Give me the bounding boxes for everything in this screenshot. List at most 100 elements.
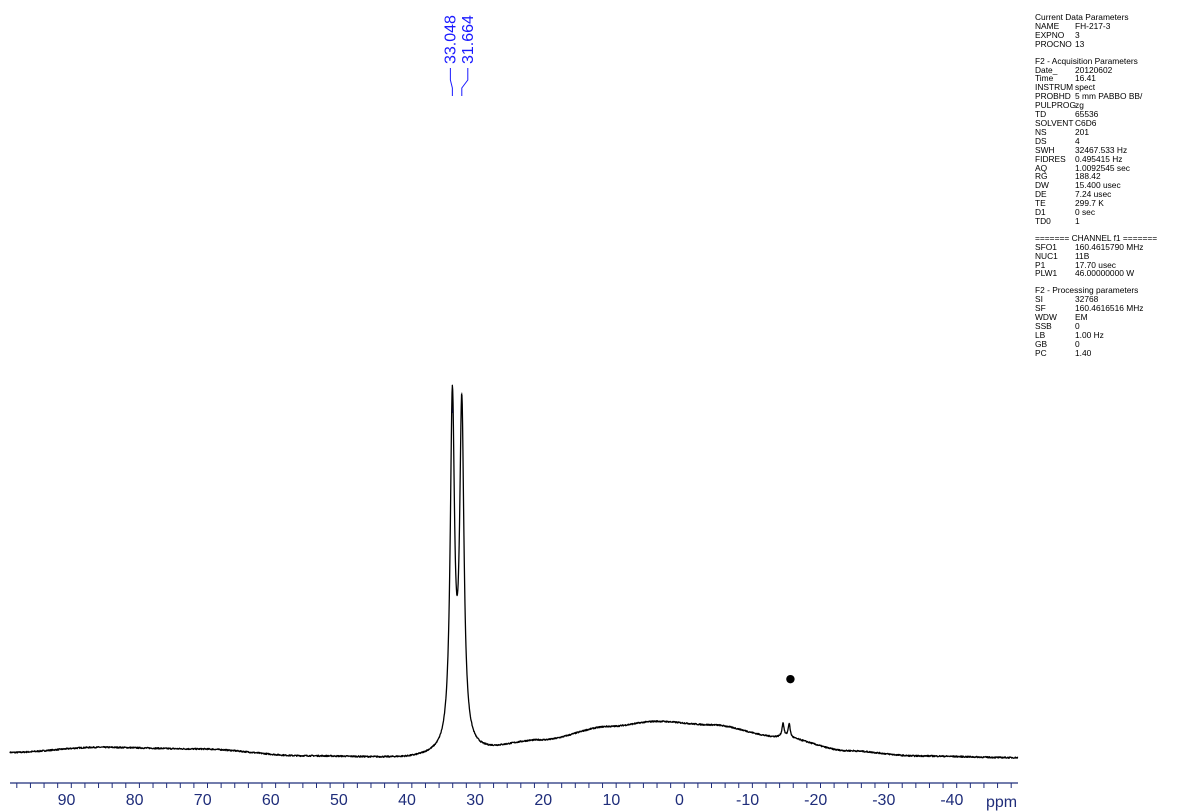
param-key: PC [1035, 347, 1047, 358]
param-row: SWH 32467.533 Hz [1035, 144, 1181, 155]
tick-label: -20 [804, 792, 827, 809]
param-value: 32467.533 Hz [1075, 144, 1128, 155]
processing-block: F2 - Processing parameters SI 32768 SF 160.… [1035, 286, 1181, 357]
tick-label: 60 [262, 792, 280, 809]
param-row: TD0 1 [1035, 217, 1181, 226]
param-value: 7.24 usec [1075, 189, 1112, 200]
tick-label: -40 [940, 792, 963, 809]
peak-label-connector [449, 68, 453, 96]
param-value: 16.41 [1075, 73, 1096, 84]
param-row: P1 17.70 usec [1035, 259, 1181, 270]
param-key: Time [1035, 73, 1054, 84]
current-data-rows: NAME FH-217-3 EXPNO 3 PROCNO 13 [1035, 22, 1181, 49]
param-row: GB 0 [1035, 338, 1181, 349]
channel-rows: SFO1 160.4615790 MHz NUC1 11B P1 17.70 usec PL… [1035, 241, 1181, 279]
param-value: 188.42 [1075, 171, 1101, 182]
param-row: SOLVENT C6D6 [1035, 119, 1181, 128]
param-value: 1 [1075, 215, 1080, 226]
param-key: Date_ [1035, 64, 1058, 75]
param-row: SF 160.4616516 MHz [1035, 304, 1181, 313]
param-key: DW [1035, 180, 1049, 191]
param-row: PLW1 46.00000000 W [1035, 269, 1181, 278]
param-row: TE 299.7 K [1035, 199, 1181, 208]
param-key: EXPNO [1035, 29, 1065, 40]
peak-label: 31.664 [460, 15, 477, 64]
current-data-block: Current Data Parameters NAME FH-217-3 EXPN… [1035, 13, 1181, 49]
acquisition-heading: F2 - Acquisition Parameters [1035, 55, 1138, 66]
tick-label: 90 [58, 792, 76, 809]
x-axis-label: ppm [986, 794, 1017, 811]
param-key: PULPROG [1035, 100, 1076, 111]
param-row: NAME FH-217-3 [1035, 22, 1181, 31]
param-value: 0 [1075, 338, 1080, 349]
param-row: NUC1 11B [1035, 250, 1181, 261]
param-row: Date_ 20120602 [1035, 64, 1181, 75]
param-row: SFO1 160.4615790 MHz [1035, 241, 1181, 252]
peak-label: 33.048 [442, 15, 459, 64]
tick-label: 50 [330, 792, 348, 809]
param-value: 0.495415 Hz [1075, 153, 1123, 164]
tick-label: 10 [602, 792, 620, 809]
param-value: 160.4615790 MHz [1075, 241, 1144, 252]
param-key: SOLVENT [1035, 117, 1074, 128]
param-row: PULPROG zg [1035, 101, 1181, 110]
peak-label-layer: 33.048 31.664 [442, 15, 477, 413]
param-key: AQ [1035, 162, 1048, 173]
acquisition-rows: Date_ 20120602 Time 16.41 INSTRUM spect PROBHD… [1035, 64, 1181, 226]
param-key: TD [1035, 109, 1047, 120]
tick-label: 20 [534, 792, 552, 809]
param-row: PROBHD 5 mm PABBO BB/ [1035, 92, 1181, 101]
spectrum-trace [9, 385, 1019, 759]
param-row: SI 32768 [1035, 295, 1181, 304]
param-key: NUC1 [1035, 250, 1058, 261]
param-value: 32768 [1075, 294, 1099, 305]
param-value: 3 [1075, 29, 1080, 40]
param-key: FIDRES [1035, 153, 1066, 164]
peak-point [451, 384, 453, 386]
tick-label: 70 [194, 792, 212, 809]
param-value: 65536 [1075, 109, 1099, 120]
acquisition-block: F2 - Acquisition Parameters Date_ 2012060… [1035, 55, 1181, 226]
peak-point [782, 722, 784, 724]
param-value: 4 [1075, 135, 1080, 146]
param-value: C6D6 [1075, 117, 1097, 128]
tick-label: 80 [126, 792, 144, 809]
param-value: 201 [1075, 126, 1089, 137]
param-key: P1 [1035, 259, 1046, 270]
param-key: INSTRUM [1035, 82, 1074, 93]
tick-label: 40 [398, 792, 416, 809]
param-key: GB [1035, 338, 1048, 349]
param-value: 1.00 Hz [1075, 329, 1104, 340]
param-value: 0 sec [1075, 207, 1096, 218]
param-row: PC 1.40 [1035, 347, 1181, 358]
param-key: SSB [1035, 321, 1052, 331]
param-row: INSTRUM spect [1035, 83, 1181, 92]
param-value: 299.7 K [1075, 198, 1104, 209]
param-key: PLW1 [1035, 268, 1058, 279]
tick-label: -30 [872, 792, 895, 809]
channel-block: ======= CHANNEL f1 ======= SFO1 160.46157… [1035, 233, 1181, 279]
peak-point [788, 722, 790, 724]
param-key: WDW [1035, 312, 1057, 323]
param-row: WDW EM [1035, 313, 1181, 322]
param-key: SI [1035, 294, 1043, 305]
param-row: TD 65536 [1035, 110, 1181, 119]
param-value: 1.0092545 sec [1075, 162, 1130, 173]
peak-point [461, 392, 463, 394]
param-value: 46.00000000 W [1075, 268, 1135, 279]
param-row: LB 1.00 Hz [1035, 331, 1181, 340]
param-value: 17.70 usec [1075, 259, 1116, 270]
param-row: PROCNO 13 [1035, 39, 1181, 49]
param-key: SFO1 [1035, 241, 1057, 252]
param-row: FIDRES 0.495415 Hz [1035, 153, 1181, 164]
param-row: Time 16.41 [1035, 74, 1181, 83]
peak-marker-dot: ● [786, 672, 796, 685]
param-value: 20120602 [1075, 64, 1113, 75]
param-key: RG [1035, 171, 1048, 182]
param-value: 11B [1075, 250, 1090, 261]
param-value: EM [1075, 312, 1088, 323]
param-key: D1 [1035, 207, 1046, 218]
processing-rows: SI 32768 SF 160.4616516 MHz WDW EM SSB 0 LB 1.00 … [1035, 295, 1181, 357]
param-key: SF [1035, 303, 1046, 314]
param-value: spect [1075, 82, 1096, 93]
